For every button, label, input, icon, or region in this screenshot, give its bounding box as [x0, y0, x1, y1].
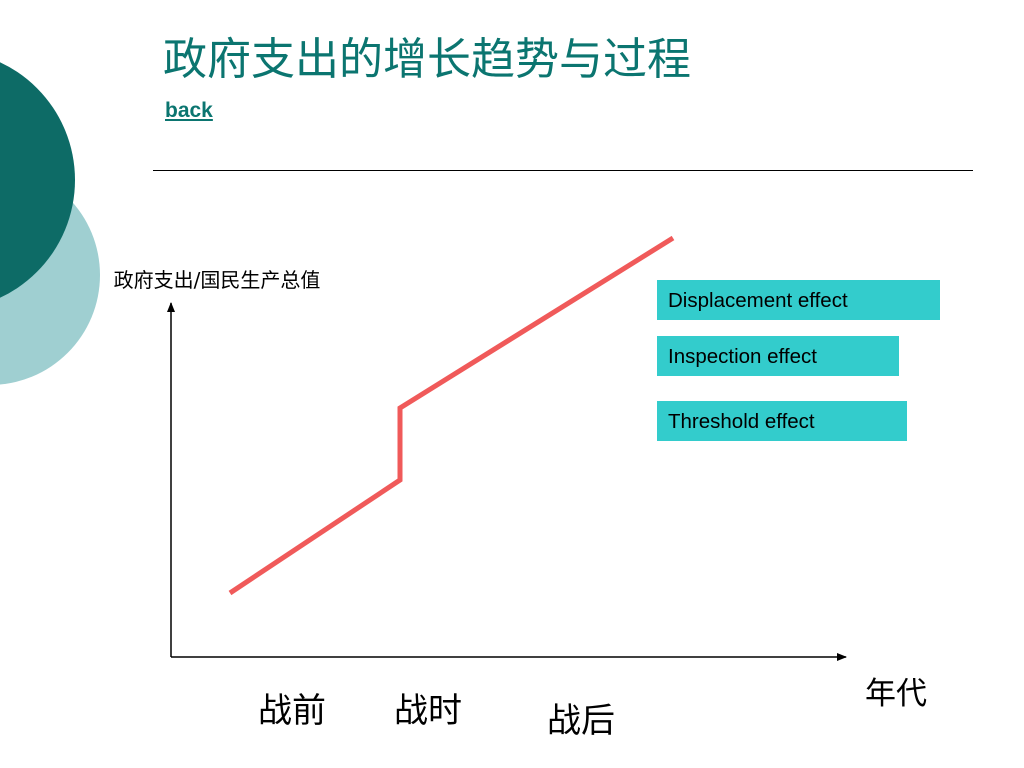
back-link[interactable]: back	[165, 99, 213, 122]
period-label-prewar: 战前	[258, 691, 326, 731]
effect-box-displacement: Displacement effect	[657, 280, 940, 320]
y-axis-label: 政府支出/国民生产总值	[113, 268, 321, 292]
slide-title: 政府支出的增长趋势与过程	[163, 34, 691, 85]
dark-circle	[0, 62, 75, 298]
period-label-wartime: 战时	[394, 691, 462, 731]
effect-box-inspection: Inspection effect	[657, 336, 899, 376]
trend-line	[228, 235, 675, 596]
decorative-circles	[0, 62, 100, 385]
title-divider	[153, 170, 973, 171]
period-label-postwar: 战后	[547, 701, 615, 741]
x-axis-label: 年代	[865, 676, 927, 712]
effect-box-threshold: Threshold effect	[657, 401, 907, 441]
